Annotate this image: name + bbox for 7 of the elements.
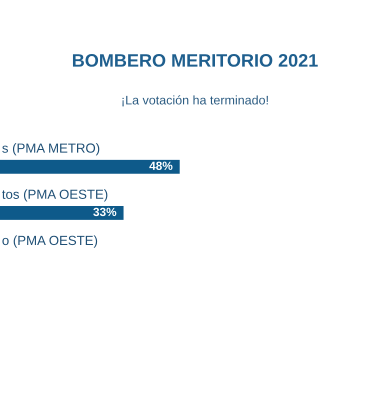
y-tick-label: tos (PMA OESTE)	[2, 189, 108, 202]
y-tick-label: o (PMA OESTE)	[2, 235, 98, 248]
data-label: 33%	[93, 208, 116, 216]
chart-subtitle: ¡La votación ha terminado!	[122, 95, 268, 106]
data-label: 48%	[149, 162, 172, 170]
y-tick-label: s (PMA METRO)	[2, 143, 100, 156]
chart-title: BOMBERO MERITORIO 2021	[72, 54, 318, 67]
